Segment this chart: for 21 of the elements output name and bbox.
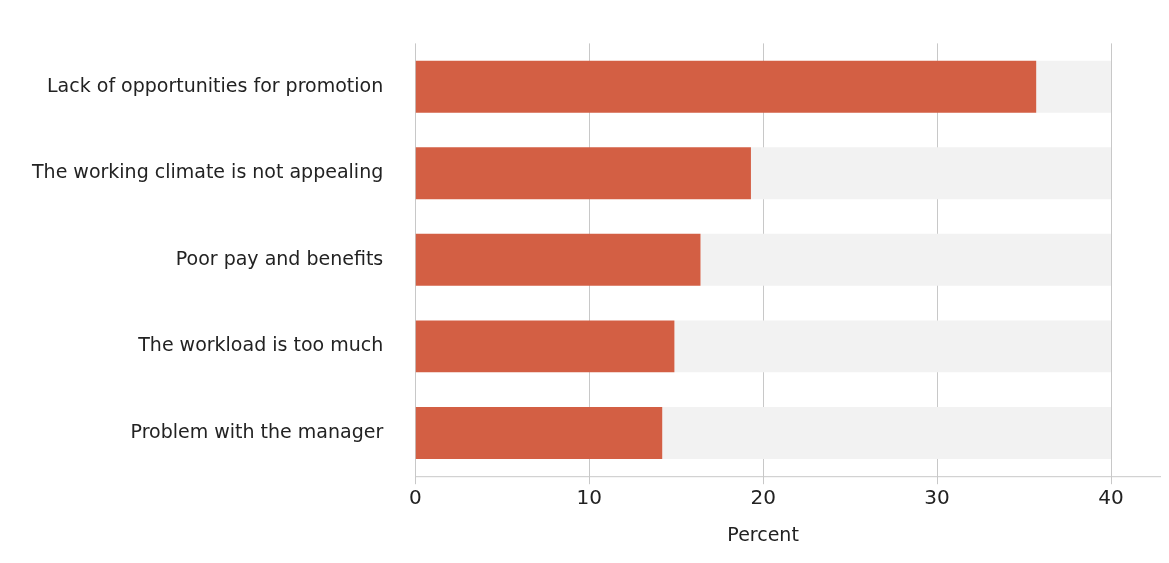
bar <box>674 320 1111 373</box>
y-tick-label: The working climate is not appealing <box>30 160 384 183</box>
x-tick-label: 10 <box>576 485 602 510</box>
bar <box>662 406 1111 459</box>
bar <box>415 233 701 286</box>
bar <box>415 147 751 200</box>
y-tick-label: The workload is too much <box>137 333 384 356</box>
y-tick-label: Lack of opportunities for promotion <box>47 73 384 96</box>
bar <box>415 60 1037 113</box>
x-tick-label: 20 <box>750 485 776 510</box>
x-tick-label: 30 <box>924 485 950 510</box>
bar <box>700 233 1111 286</box>
y-tick-label: Problem with the manager <box>130 419 384 442</box>
x-tick-label: 0 <box>408 485 422 510</box>
bar <box>415 320 675 373</box>
y-tick-label: Poor pay and benefits <box>175 246 384 269</box>
x-axis-title: Percent <box>727 522 799 545</box>
bar <box>415 406 663 459</box>
bar <box>1036 60 1111 113</box>
x-tick-label: 40 <box>1098 485 1124 510</box>
bar <box>750 147 1111 200</box>
